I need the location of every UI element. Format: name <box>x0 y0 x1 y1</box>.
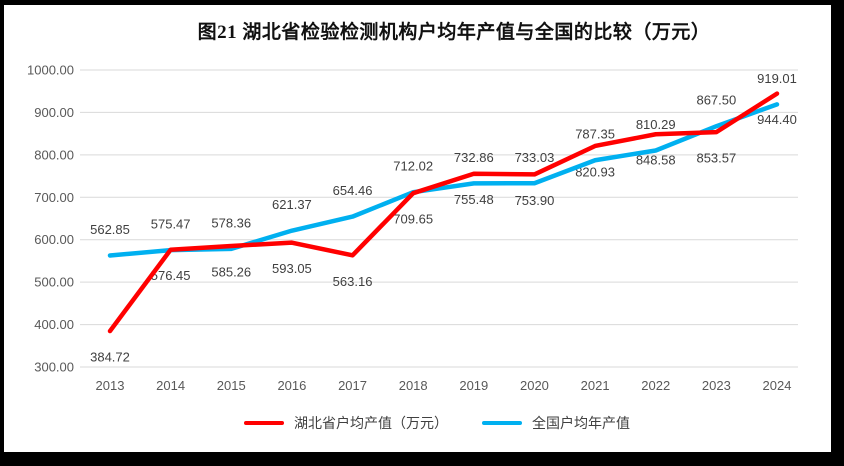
line-chart: 1000.00 900.00 800.00 700.00 600.00 500.00 400… <box>27 63 798 393</box>
x-axis-tick-label: 2018 <box>399 378 428 393</box>
data-label-hubei: 585.26 <box>211 264 251 279</box>
y-axis-tick-label: 600.00 <box>34 232 74 247</box>
data-label-hubei: 709.65 <box>393 212 433 227</box>
data-label-national: 654.46 <box>333 183 373 198</box>
legend-line-sample-national <box>482 421 522 425</box>
data-label-national: 578.36 <box>211 215 251 230</box>
data-label-hubei: 384.72 <box>90 350 130 365</box>
legend-item-national: 全国户均年产值 <box>482 413 630 433</box>
y-axis-tick-label: 700.00 <box>34 190 74 205</box>
series-line-national <box>107 102 780 258</box>
legend-label-national: 全国户均年产值 <box>532 415 630 431</box>
series-line-hubei <box>107 91 780 334</box>
x-axis-tick-label: 2016 <box>277 378 306 393</box>
data-label-hubei: 593.05 <box>272 261 312 276</box>
data-label-hubei: 820.93 <box>575 164 615 179</box>
x-axis-tick-label: 2024 <box>763 378 792 393</box>
data-label-national: 562.85 <box>90 222 130 237</box>
chart-canvas <box>4 5 831 452</box>
legend-line-sample-hubei <box>244 421 284 425</box>
x-axis-tick-label: 2020 <box>520 378 549 393</box>
chart-title: 图21 湖北省检验检测机构户均年产值与全国的比较（万元） <box>197 22 711 43</box>
data-label-hubei: 944.40 <box>757 112 797 127</box>
data-label-national: 787.35 <box>575 127 615 142</box>
x-axis-tick-label: 2021 <box>581 378 610 393</box>
data-label-hubei: 755.48 <box>454 192 494 207</box>
data-label-national: 712.02 <box>393 159 433 174</box>
chart-legend: 湖北省户均产值（万元） 全国户均年产值 <box>0 413 844 433</box>
x-axis-tick-label: 2023 <box>702 378 731 393</box>
data-label-national: 732.86 <box>454 150 494 165</box>
y-axis-tick-label: 300.00 <box>34 360 74 375</box>
data-label-national: 919.01 <box>757 71 797 86</box>
legend-label-hubei: 湖北省户均产值（万元） <box>294 415 448 431</box>
legend-item-hubei: 湖北省户均产值（万元） <box>244 413 448 433</box>
data-label-hubei: 753.90 <box>515 193 555 208</box>
data-label-hubei: 563.16 <box>333 274 373 289</box>
x-axis-tick-label: 2015 <box>217 378 246 393</box>
x-axis-tick-label: 2022 <box>641 378 670 393</box>
y-axis-tick-label: 1000.00 <box>27 63 74 78</box>
data-label-national: 733.03 <box>515 150 555 165</box>
data-label-national: 575.47 <box>151 217 191 232</box>
x-axis-tick-label: 2019 <box>459 378 488 393</box>
data-label-national: 810.29 <box>636 117 676 132</box>
x-axis-tick-label: 2013 <box>96 378 125 393</box>
x-axis-tick-label: 2017 <box>338 378 367 393</box>
data-label-hubei: 853.57 <box>696 151 736 166</box>
data-label-national: 867.50 <box>696 93 736 108</box>
y-axis-tick-label: 400.00 <box>34 317 74 332</box>
x-axis-tick-label: 2014 <box>156 378 185 393</box>
y-axis-tick-label: 500.00 <box>34 275 74 290</box>
data-label-national: 621.37 <box>272 197 312 212</box>
data-label-hubei: 848.58 <box>636 153 676 168</box>
y-axis-tick-label: 900.00 <box>34 105 74 120</box>
y-axis-tick-label: 800.00 <box>34 147 74 162</box>
data-label-hubei: 576.45 <box>151 268 191 283</box>
